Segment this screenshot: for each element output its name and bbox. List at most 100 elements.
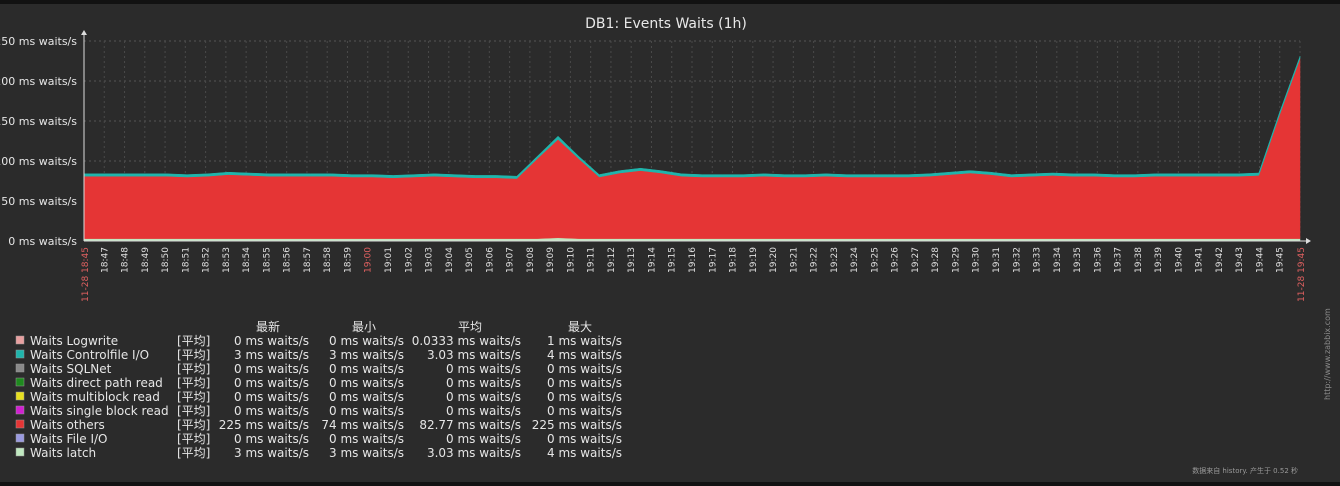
x-tick-label: 19:14 bbox=[647, 247, 657, 273]
legend-agg: [平均] bbox=[177, 348, 210, 362]
x-tick-label: 19:24 bbox=[850, 247, 860, 273]
x-tick-label: 19:41 bbox=[1195, 247, 1205, 273]
x-tick-label: 19:28 bbox=[931, 247, 941, 273]
legend-series-name: Waits direct path read bbox=[30, 376, 163, 390]
legend-avg: 3.03 ms waits/s bbox=[427, 446, 521, 460]
x-tick-label: 19:07 bbox=[506, 247, 516, 273]
y-axis-ticks: 0 ms waits/s 50 ms waits/s 100 ms waits/s 1… bbox=[0, 35, 77, 248]
legend-max: 0 ms waits/s bbox=[547, 432, 622, 446]
x-tick-label: 18:50 bbox=[161, 247, 171, 273]
x-axis-arrow bbox=[1306, 238, 1311, 244]
legend-last: 225 ms waits/s bbox=[219, 418, 309, 432]
legend-agg: [平均] bbox=[177, 404, 210, 418]
x-end-label: 11-28 19:45 bbox=[1297, 247, 1307, 302]
x-tick-label: 19:37 bbox=[1114, 247, 1124, 273]
x-tick-label: 19:29 bbox=[951, 247, 961, 273]
x-tick-label: 19:38 bbox=[1134, 247, 1144, 273]
x-tick-label: 19:10 bbox=[566, 247, 576, 273]
legend-series-name: Waits multiblock read bbox=[30, 390, 160, 404]
x-tick-label: 19:34 bbox=[1053, 247, 1063, 273]
legend-max: 0 ms waits/s bbox=[547, 376, 622, 390]
legend-agg: [平均] bbox=[177, 418, 210, 432]
x-tick-label: 19:27 bbox=[911, 247, 921, 273]
y-tick-label: 100 ms waits/s bbox=[0, 155, 77, 168]
legend-swatch bbox=[15, 349, 25, 359]
x-axis-ticks: 11-28 18:45 18:47 18:48 18:49 18:50 18:51 18:5… bbox=[81, 247, 1307, 302]
legend-min: 0 ms waits/s bbox=[329, 376, 404, 390]
footer-note: 数据来自 history. 产生于 0.52 秒 bbox=[1192, 466, 1298, 475]
legend-max: 1 ms waits/s bbox=[547, 334, 622, 348]
x-tick-label: 19:33 bbox=[1033, 247, 1043, 273]
legend-min: 0 ms waits/s bbox=[329, 432, 404, 446]
legend-last: 0 ms waits/s bbox=[234, 376, 309, 390]
legend-min: 3 ms waits/s bbox=[329, 446, 404, 460]
legend-max: 0 ms waits/s bbox=[547, 362, 622, 376]
legend-avg: 3.03 ms waits/s bbox=[427, 348, 521, 362]
series-areas bbox=[83, 56, 1301, 242]
x-tick-label: 18:47 bbox=[100, 247, 110, 273]
x-tick-label: 19:40 bbox=[1174, 247, 1184, 273]
legend-last: 0 ms waits/s bbox=[234, 390, 309, 404]
legend-swatch bbox=[15, 405, 25, 415]
zabbix-watermark: http://www.zabbix.com bbox=[1323, 308, 1332, 400]
legend-min: 0 ms waits/s bbox=[329, 334, 404, 348]
legend-min: 0 ms waits/s bbox=[329, 362, 404, 376]
x-tick-label: 19:09 bbox=[546, 247, 556, 273]
legend-max: 0 ms waits/s bbox=[547, 404, 622, 418]
x-tick-label: 19:43 bbox=[1235, 247, 1245, 273]
x-tick-label: 18:52 bbox=[202, 247, 212, 273]
y-axis-arrow bbox=[81, 30, 87, 35]
legend-series-name: Waits others bbox=[30, 418, 105, 432]
legend-max: 225 ms waits/s bbox=[532, 418, 622, 432]
x-tick-label: 19:15 bbox=[668, 247, 678, 273]
x-tick-label: 18:55 bbox=[262, 247, 272, 273]
x-tick-label: 18:48 bbox=[121, 247, 131, 273]
x-tick-label: 19:03 bbox=[425, 247, 435, 273]
legend-agg: [平均] bbox=[177, 376, 210, 390]
series-waits-controlfile-i-o bbox=[83, 56, 1301, 179]
legend-swatch bbox=[15, 419, 25, 429]
x-tick-label: 19:04 bbox=[445, 247, 455, 273]
x-start-label: 11-28 18:45 bbox=[81, 247, 91, 302]
x-tick-label: 19:36 bbox=[1093, 247, 1103, 273]
x-tick-label: 19:19 bbox=[749, 247, 759, 273]
x-tick-label: 19:44 bbox=[1255, 247, 1265, 273]
x-tick-label: 18:57 bbox=[303, 247, 313, 273]
legend-avg: 0.0333 ms waits/s bbox=[412, 334, 521, 348]
x-tick-label: 19:23 bbox=[830, 247, 840, 273]
x-tick-label: 19:12 bbox=[607, 247, 617, 273]
legend-series-name: Waits Controlfile I/O bbox=[30, 348, 149, 362]
x-tick-label: 18:53 bbox=[222, 247, 232, 273]
legend-series-name: Waits single block read bbox=[30, 404, 169, 418]
x-tick-label: 19:13 bbox=[627, 247, 637, 273]
legend-series-name: Waits latch bbox=[30, 446, 96, 460]
legend-avg: 0 ms waits/s bbox=[446, 376, 521, 390]
x-tick-label: 19:35 bbox=[1073, 247, 1083, 273]
legend-max: 4 ms waits/s bbox=[547, 446, 622, 460]
x-tick-label: 19:21 bbox=[789, 247, 799, 273]
y-tick-label: 150 ms waits/s bbox=[0, 115, 77, 128]
x-tick-label: 19:42 bbox=[1215, 247, 1225, 273]
x-tick-label: 18:49 bbox=[141, 247, 151, 273]
legend-avg: 0 ms waits/s bbox=[446, 404, 521, 418]
legend-avg: 0 ms waits/s bbox=[446, 390, 521, 404]
x-tick-label: 19:06 bbox=[485, 247, 495, 273]
chart-title: DB1: Events Waits (1h) bbox=[585, 16, 747, 32]
legend-last: 0 ms waits/s bbox=[234, 362, 309, 376]
x-tick-label: 19:25 bbox=[870, 247, 880, 273]
x-tick-label: 19:22 bbox=[810, 247, 820, 273]
legend-min: 0 ms waits/s bbox=[329, 404, 404, 418]
legend-last: 0 ms waits/s bbox=[234, 404, 309, 418]
x-tick-label: 18:51 bbox=[181, 247, 191, 273]
legend-avg: 0 ms waits/s bbox=[446, 432, 521, 446]
x-tick-label: 19:00 bbox=[364, 247, 374, 273]
legend-last: 0 ms waits/s bbox=[234, 432, 309, 446]
legend-min: 3 ms waits/s bbox=[329, 348, 404, 362]
x-tick-label: 19:01 bbox=[384, 247, 394, 273]
legend-series-name: Waits File I/O bbox=[30, 432, 107, 446]
legend-last: 0 ms waits/s bbox=[234, 334, 309, 348]
legend-series-name: Waits SQLNet bbox=[30, 362, 112, 376]
legend-last: 3 ms waits/s bbox=[234, 348, 309, 362]
x-tick-label: 19:26 bbox=[891, 247, 901, 273]
x-tick-label: 19:16 bbox=[688, 247, 698, 273]
